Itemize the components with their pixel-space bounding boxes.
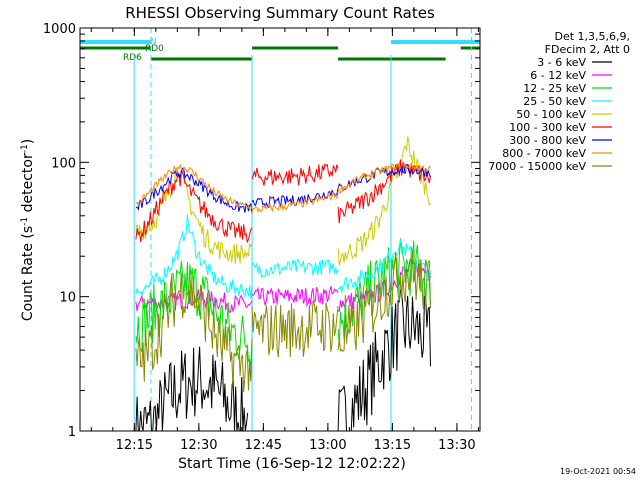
x-tick-label: 12:30	[180, 438, 217, 453]
y-axis-label-part: Count Rate (s	[20, 226, 36, 321]
series-layer	[135, 136, 431, 432]
series-line	[251, 162, 339, 186]
x-tick-label: 13:15	[374, 438, 411, 453]
series-line	[135, 163, 253, 211]
plot-frame	[79, 27, 481, 432]
y-tick-label: 100	[51, 156, 76, 171]
x-tick-label: 13:30	[438, 438, 475, 453]
series-line	[135, 214, 253, 299]
y-axis-label-part: )	[20, 139, 36, 144]
legend-header: FDecim 2, Att 0	[545, 43, 630, 56]
series-25-50-kev	[135, 214, 431, 299]
legend-entry-label: 12 - 25 keV	[523, 82, 586, 95]
series-line	[135, 167, 253, 214]
legend-entry-label: 6 - 12 keV	[530, 69, 586, 82]
legend-entry-label: 25 - 50 keV	[523, 95, 586, 108]
legend-entry-label: 3 - 6 keV	[537, 56, 586, 69]
y-tick-label: 10	[59, 291, 76, 306]
series-line	[251, 300, 339, 358]
series-line	[251, 191, 339, 214]
flag-label-rd6: RD6	[123, 53, 142, 63]
legend-entry-label: 300 - 800 keV	[509, 134, 586, 147]
flag-label-rd0: RD0	[145, 44, 164, 54]
series-800-7000-kev	[135, 162, 431, 214]
series-7000-15000-kev	[135, 250, 431, 393]
legend-entry-label: 7000 - 15000 keV	[488, 160, 586, 173]
y-tick-label: 1000	[43, 22, 76, 37]
series-line	[337, 288, 431, 432]
y-tick-label: 1	[68, 425, 76, 440]
legend-entry-label: 50 - 100 keV	[516, 108, 586, 121]
axis-ticks: 12:15 12:30 12:45 13:00 13:15 13:30 1 10 100 1000	[43, 22, 480, 453]
flag-label-n: N	[150, 37, 157, 47]
series-100-300-kev	[135, 159, 431, 243]
y-axis-label-part: detector	[20, 153, 36, 217]
x-tick-label: 12:15	[116, 438, 153, 453]
series-line	[135, 346, 249, 432]
x-tick-label: 12:45	[245, 438, 282, 453]
series-line	[135, 167, 253, 264]
series-line	[337, 239, 431, 293]
series-line	[135, 169, 253, 243]
y-axis-label: Count Rate (s-1 detector-1)	[20, 139, 36, 321]
series-line	[337, 162, 431, 194]
y-axis-label-exponent: -1	[20, 144, 30, 153]
legend: Det 1,3,5,6,9,FDecim 2, Att 03 - 6 keV6 …	[488, 30, 630, 173]
series-line	[135, 273, 253, 393]
series-line	[337, 159, 431, 224]
y-axis-label-exponent: -1	[20, 217, 30, 226]
legend-header: Det 1,3,5,6,9,	[554, 30, 630, 43]
series-line	[337, 250, 431, 352]
x-tick-label: 13:00	[309, 438, 346, 453]
chart-title: RHESSI Observing Summary Count Rates	[125, 4, 435, 22]
series-line	[251, 286, 339, 308]
legend-entry-label: 100 - 300 keV	[509, 121, 586, 134]
legend-entry-label: 800 - 7000 keV	[502, 147, 586, 160]
footer-timestamp: 19-Oct-2021 00:54	[560, 467, 636, 476]
series-3-6-kev	[135, 288, 431, 432]
event-lines	[133, 28, 472, 431]
series-line	[251, 259, 339, 279]
x-axis-label: Start Time (16-Sep-12 12:02:22)	[178, 456, 406, 472]
